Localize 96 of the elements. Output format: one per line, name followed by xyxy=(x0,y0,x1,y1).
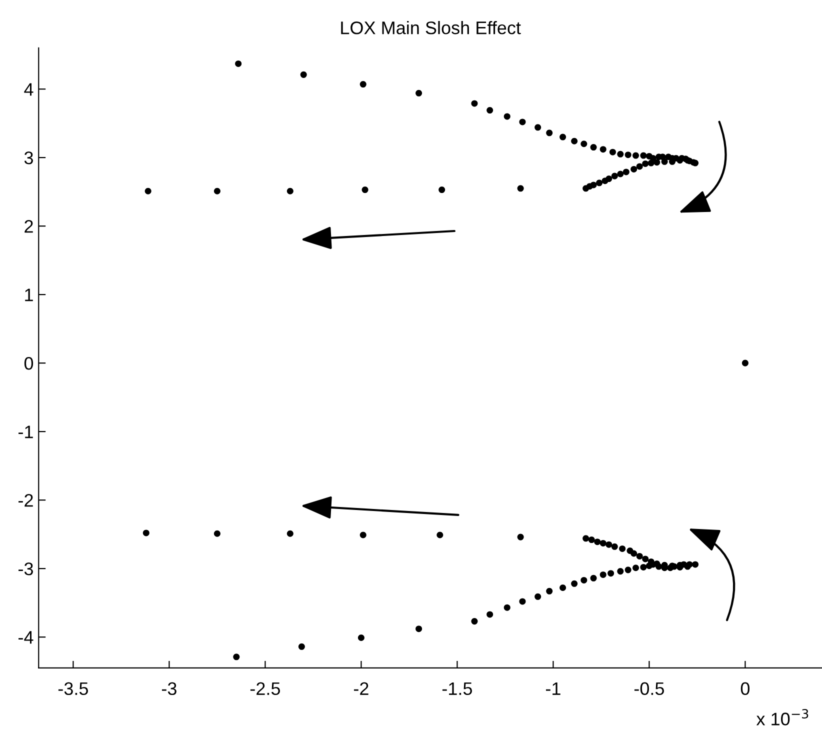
point xyxy=(144,188,152,194)
point xyxy=(534,124,542,131)
point xyxy=(519,598,526,605)
point xyxy=(600,540,606,546)
point xyxy=(298,643,305,650)
point xyxy=(590,574,597,582)
point xyxy=(617,150,624,158)
point xyxy=(471,618,478,625)
point xyxy=(546,588,553,594)
point xyxy=(624,152,632,158)
point xyxy=(486,107,494,114)
y-tick-label: 0 xyxy=(24,357,34,370)
point xyxy=(632,152,640,159)
point xyxy=(626,548,634,554)
point xyxy=(640,152,647,159)
x-tick-label: -3 xyxy=(162,682,176,696)
point xyxy=(486,611,494,618)
point xyxy=(602,178,608,184)
y-tick-label: -3 xyxy=(18,562,33,576)
y-tick-label: -1 xyxy=(18,426,33,438)
point xyxy=(611,172,618,180)
text: x 10$^{−3}$ xyxy=(756,708,808,726)
point xyxy=(609,148,616,156)
point xyxy=(640,564,647,570)
x-tick-label: -2.5 xyxy=(250,682,280,696)
point xyxy=(580,576,588,584)
y-tick-label: 1 xyxy=(25,288,33,302)
point xyxy=(611,543,618,550)
point xyxy=(571,580,578,587)
y-tick-label: 3 xyxy=(24,152,33,164)
point xyxy=(233,654,240,660)
point xyxy=(654,560,660,568)
point xyxy=(622,168,630,176)
point xyxy=(617,568,624,575)
point xyxy=(358,634,364,642)
point xyxy=(648,160,654,166)
point xyxy=(582,535,590,542)
point xyxy=(560,134,566,140)
point xyxy=(519,118,526,126)
point xyxy=(630,166,638,172)
y-tick-label: -2 xyxy=(18,494,33,507)
point xyxy=(590,144,597,151)
x-tick-label: -1 xyxy=(546,682,560,695)
point xyxy=(362,186,368,194)
point xyxy=(214,530,220,537)
point xyxy=(286,530,294,537)
point xyxy=(438,186,446,194)
point xyxy=(608,570,614,577)
point xyxy=(636,552,643,560)
x-tick-label: -2 xyxy=(354,682,368,695)
point xyxy=(517,534,524,540)
point xyxy=(142,530,150,536)
point xyxy=(235,60,242,67)
point xyxy=(642,556,649,562)
point xyxy=(360,81,366,88)
point xyxy=(661,158,668,165)
point xyxy=(600,146,606,153)
y-tick-label: 2 xyxy=(24,220,33,233)
point xyxy=(594,538,601,546)
y-tick-label: 4 xyxy=(24,83,34,96)
point xyxy=(416,626,422,632)
point xyxy=(624,566,632,574)
point xyxy=(571,138,578,144)
chart-title: LOX Main Slosh Effect xyxy=(341,20,521,34)
point xyxy=(504,604,510,611)
point xyxy=(654,159,660,166)
point xyxy=(619,545,626,552)
x-tick-label: -0.5 xyxy=(634,682,664,696)
point xyxy=(300,71,307,78)
x-tick-label: 0 xyxy=(740,682,750,696)
point xyxy=(471,100,478,107)
point xyxy=(534,593,542,600)
x-tick-label: -1.5 xyxy=(442,682,472,696)
point xyxy=(517,185,524,192)
point xyxy=(546,130,553,136)
point xyxy=(416,90,422,96)
point xyxy=(360,532,366,538)
point xyxy=(596,180,603,186)
point xyxy=(742,360,748,366)
point xyxy=(588,536,595,544)
point xyxy=(580,140,588,148)
point xyxy=(692,561,699,568)
point xyxy=(560,584,566,592)
point xyxy=(617,170,624,178)
point xyxy=(642,160,649,167)
point xyxy=(436,532,444,538)
point xyxy=(504,113,510,120)
point xyxy=(214,188,220,194)
point xyxy=(606,541,612,548)
point xyxy=(636,163,643,170)
point xyxy=(600,571,606,578)
x-tick-label: -3.5 xyxy=(58,682,88,696)
point xyxy=(286,188,294,194)
point xyxy=(632,564,640,572)
point xyxy=(582,185,590,192)
y-tick-label: -4 xyxy=(18,631,34,644)
